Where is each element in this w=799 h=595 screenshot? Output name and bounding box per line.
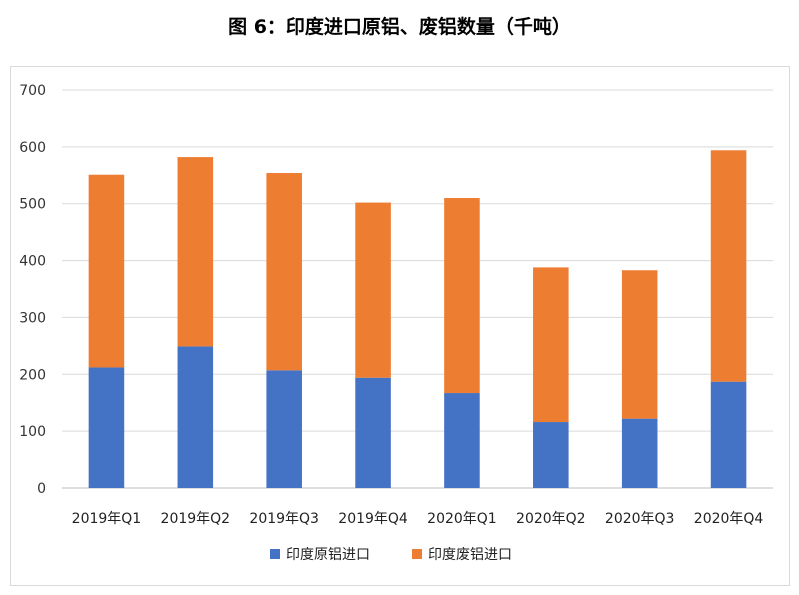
y-tick-label: 600 <box>19 140 46 156</box>
bar-primary-7 <box>621 418 658 488</box>
bar-primary-1 <box>88 367 125 488</box>
y-tick-label: 700 <box>19 83 46 99</box>
x-axis-ticks: 2019年Q1 2019年Q2 2019年Q3 2019年Q4 2020年Q1 2020年… <box>72 511 764 527</box>
bar-scrap-8 <box>710 150 747 382</box>
legend-label: 印度原铝进口 <box>286 547 370 563</box>
bar-scrap-1 <box>88 174 125 368</box>
bar-primary-4 <box>355 377 391 488</box>
bar-primary-5 <box>444 393 480 488</box>
y-tick-label: 300 <box>19 310 46 326</box>
x-tick-label: 2020年Q1 <box>427 511 497 527</box>
y-axis-ticks: 0 100 200 300 400 500 600 700 <box>19 83 46 497</box>
bar-scrap-7 <box>621 270 658 419</box>
legend-swatch <box>412 549 422 559</box>
bar-primary-8 <box>710 381 747 488</box>
chart-title: 图 6：印度进口原铝、废铝数量（千吨） <box>228 16 571 38</box>
bar-scrap-6 <box>533 267 569 423</box>
bar-scrap-3 <box>266 173 302 371</box>
legend-label: 印度废铝进口 <box>428 547 512 563</box>
x-tick-label: 2019年Q4 <box>338 511 408 527</box>
y-tick-label: 500 <box>19 197 46 213</box>
y-tick-label: 400 <box>19 254 46 270</box>
bar-primary-2 <box>177 346 214 488</box>
y-tick-label: 100 <box>19 424 46 440</box>
x-tick-label: 2020年Q3 <box>605 511 675 527</box>
x-tick-label: 2019年Q1 <box>72 511 142 527</box>
bar-scrap-5 <box>444 198 480 394</box>
bar-primary-3 <box>266 370 302 488</box>
chart-frame <box>10 66 790 586</box>
bar-scrap-4 <box>355 202 391 378</box>
bar-scrap-2 <box>177 157 214 347</box>
x-tick-label: 2020年Q4 <box>694 511 764 527</box>
legend-swatch <box>270 549 280 559</box>
x-tick-label: 2019年Q3 <box>249 511 319 527</box>
legend: 印度原铝进口 印度废铝进口 <box>270 547 512 563</box>
y-tick-label: 0 <box>37 481 46 497</box>
y-tick-label: 200 <box>19 367 46 383</box>
bar-primary-6 <box>533 422 569 488</box>
x-tick-label: 2019年Q2 <box>161 511 231 527</box>
gridlines <box>62 89 773 489</box>
bars <box>88 150 747 488</box>
x-tick-label: 2020年Q2 <box>516 511 586 527</box>
